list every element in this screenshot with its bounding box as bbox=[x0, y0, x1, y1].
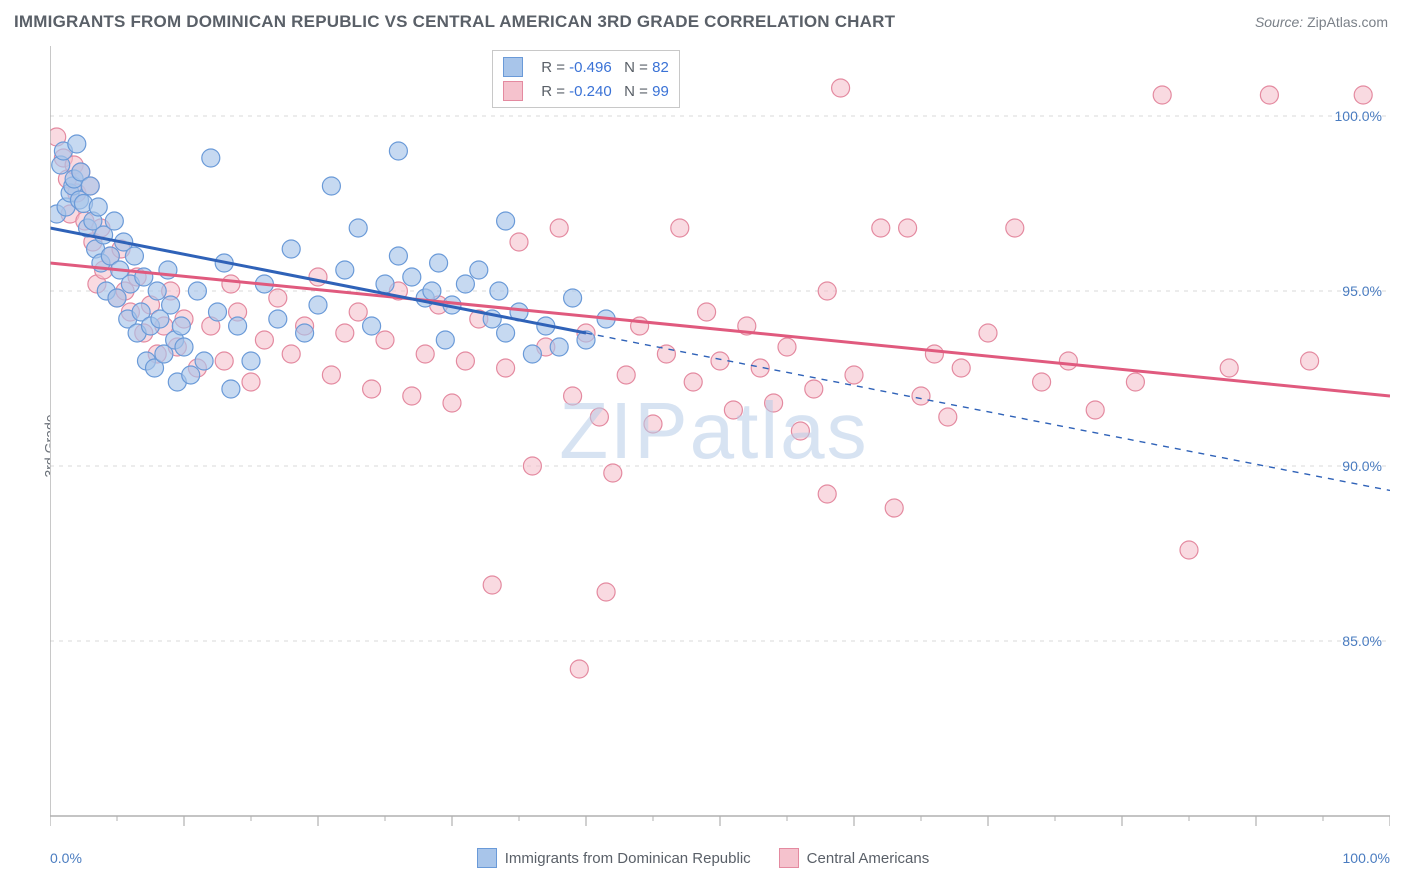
chart-title: IMMIGRANTS FROM DOMINICAN REPUBLIC VS CE… bbox=[14, 12, 895, 32]
legend-item: Immigrants from Dominican Republic bbox=[477, 848, 751, 868]
legend-swatch bbox=[779, 848, 799, 868]
legend-stat-text: R = -0.240 N = 99 bbox=[541, 83, 669, 100]
source-label: Source: bbox=[1255, 14, 1303, 30]
svg-text:95.0%: 95.0% bbox=[1342, 283, 1382, 299]
legend-label: Central Americans bbox=[807, 850, 930, 867]
legend-swatch bbox=[503, 81, 523, 101]
series-legend: Immigrants from Dominican Republic Centra… bbox=[0, 848, 1406, 868]
correlation-legend-box: R = -0.496 N = 82 R = -0.240 N = 99 bbox=[492, 50, 680, 108]
legend-stat-row: R = -0.496 N = 82 bbox=[503, 55, 669, 79]
legend-label: Immigrants from Dominican Republic bbox=[505, 850, 751, 867]
svg-text:90.0%: 90.0% bbox=[1342, 458, 1382, 474]
legend-stat-row: R = -0.240 N = 99 bbox=[503, 79, 669, 103]
svg-text:85.0%: 85.0% bbox=[1342, 633, 1382, 649]
legend-swatch bbox=[503, 57, 523, 77]
svg-text:100.0%: 100.0% bbox=[1335, 108, 1382, 124]
plot-area: 85.0%90.0%95.0%100.0% R = -0.496 N = 82R… bbox=[50, 46, 1390, 816]
legend-stat-text: R = -0.496 N = 82 bbox=[541, 59, 669, 76]
source-attribution: Source: ZipAtlas.com bbox=[1255, 14, 1388, 30]
source-value: ZipAtlas.com bbox=[1307, 14, 1388, 30]
legend-swatch bbox=[477, 848, 497, 868]
legend-item: Central Americans bbox=[779, 848, 930, 868]
scatter-chart-svg: 85.0% 90.0% 95.0% 100.0% bbox=[50, 46, 1390, 828]
